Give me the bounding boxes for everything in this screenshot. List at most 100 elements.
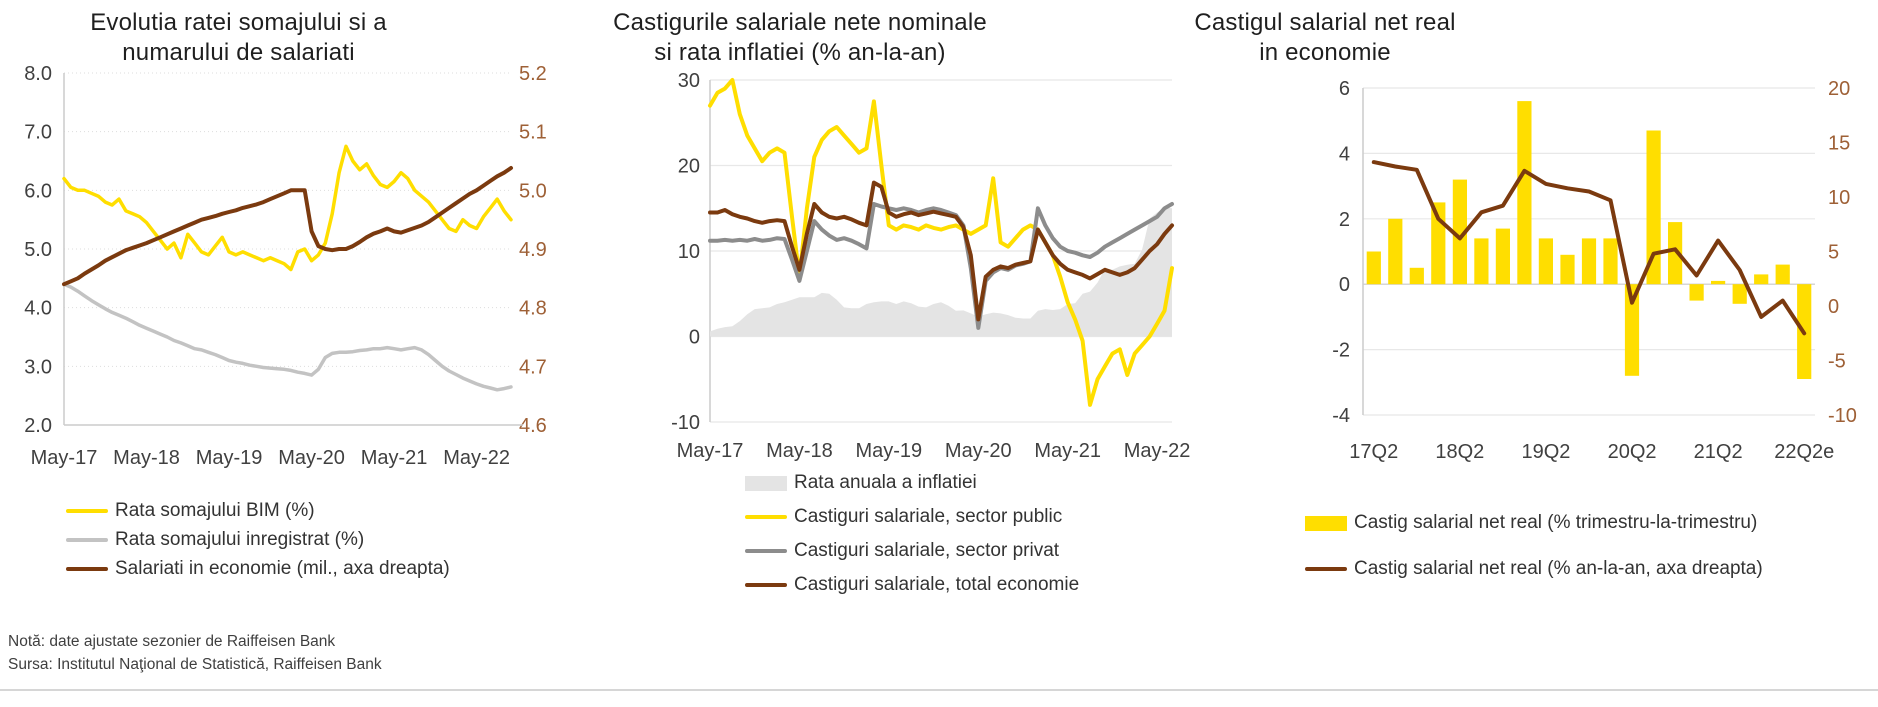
legend-item-inflatie: Rata anuala a inflatiei xyxy=(745,472,1079,494)
svg-text:10: 10 xyxy=(678,241,700,263)
bottom-divider xyxy=(0,689,1878,691)
real-wage-chart-legend: Castig salarial net real (% trimestru-la… xyxy=(1305,512,1763,604)
svg-text:4: 4 xyxy=(1339,143,1350,165)
legend-label: Castiguri salariale, total economie xyxy=(794,574,1080,595)
legend-label: Castiguri salariale, sector privat xyxy=(794,540,1060,561)
chart-title-line-1: Castigurile salariale nete nominale xyxy=(613,9,987,36)
svg-text:May-22: May-22 xyxy=(1124,440,1190,462)
source-line: Sursa: Institutul Naţional de Statistică… xyxy=(8,656,382,673)
svg-text:May-17: May-17 xyxy=(677,440,744,462)
wages-inflation-chart-panel: Castigurile salariale nete nominale si r… xyxy=(600,0,1190,620)
svg-text:5.0: 5.0 xyxy=(24,239,52,261)
svg-text:15: 15 xyxy=(1828,133,1850,155)
gray-line-swatch-icon xyxy=(745,549,787,553)
svg-text:May-21: May-21 xyxy=(1034,440,1101,462)
gray-area-swatch-icon xyxy=(745,475,787,491)
svg-text:8.0: 8.0 xyxy=(24,63,52,85)
legend-label: Castig salarial net real (% an-la-an, ax… xyxy=(1354,558,1763,579)
svg-text:4.6: 4.6 xyxy=(519,415,547,437)
svg-text:4.7: 4.7 xyxy=(519,356,547,378)
svg-text:4.8: 4.8 xyxy=(519,298,547,320)
unemployment-chart-legend: Rata somajului BIM (%) Rata somajului in… xyxy=(66,500,450,587)
chart-title-line-1: Evolutia ratei somajului si a xyxy=(90,9,387,36)
svg-text:7.0: 7.0 xyxy=(24,122,52,144)
unemployment-chart-canvas: 8.0 5.2 7.0 5.1 6.0 5.0 5.0 4.9 4.0 4.8 3.0 4.7 2.0 4… xyxy=(24,63,547,469)
svg-text:-10: -10 xyxy=(1828,405,1857,427)
legend-item-qoq: Castig salarial net real (% trimestru-la… xyxy=(1305,512,1763,534)
svg-text:0: 0 xyxy=(1339,274,1350,296)
yellow-line-swatch-icon xyxy=(745,515,787,519)
svg-text:10: 10 xyxy=(1828,187,1850,209)
svg-text:May-19: May-19 xyxy=(196,447,263,469)
svg-text:May-19: May-19 xyxy=(855,440,922,462)
svg-text:2.0: 2.0 xyxy=(24,415,52,437)
svg-text:5.2: 5.2 xyxy=(519,63,547,85)
wages-inflation-chart-canvas: 30 20 10 0 -10 May-17 May-18 May-19 May-20 May-21… xyxy=(671,70,1190,462)
svg-text:19Q2: 19Q2 xyxy=(1521,441,1570,463)
svg-text:2: 2 xyxy=(1339,209,1350,231)
real-wage-chart-panel: Castigul salarial net real in economie 6… xyxy=(1160,0,1878,620)
svg-text:May-21: May-21 xyxy=(361,447,428,469)
legend-item-yoy: Castig salarial net real (% an-la-an, ax… xyxy=(1305,558,1763,580)
legend-label: Rata somajului inregistrat (%) xyxy=(115,529,365,550)
note-line: Notă: date ajustate sezonier de Raiffeis… xyxy=(8,633,336,650)
svg-text:-5: -5 xyxy=(1828,351,1846,373)
brown-line-swatch-icon xyxy=(1305,567,1347,571)
svg-text:5: 5 xyxy=(1828,242,1839,264)
svg-text:May-20: May-20 xyxy=(945,440,1012,462)
brown-line-swatch-icon xyxy=(66,567,108,571)
svg-text:-10: -10 xyxy=(671,412,700,434)
svg-text:-2: -2 xyxy=(1332,340,1350,362)
svg-text:5.1: 5.1 xyxy=(519,122,547,144)
legend-item-salariati: Salariati in economie (mil., axa dreapta… xyxy=(66,558,450,580)
legend-label: Castig salarial net real (% trimestru-la… xyxy=(1354,512,1758,533)
svg-text:May-20: May-20 xyxy=(278,447,345,469)
svg-text:20Q2: 20Q2 xyxy=(1608,441,1657,463)
chart-title-line-1: Castigul salarial net real xyxy=(1194,9,1456,36)
unemployment-chart-title: Evolutia ratei somajului si a numarului … xyxy=(6,8,471,68)
gray-line-swatch-icon xyxy=(66,538,108,542)
svg-text:May-18: May-18 xyxy=(113,447,180,469)
svg-text:6: 6 xyxy=(1339,78,1350,100)
chart-title-line-2: numarului de salariati xyxy=(122,39,355,66)
legend-item-bim: Rata somajului BIM (%) xyxy=(66,500,450,522)
svg-text:-4: -4 xyxy=(1332,405,1350,427)
legend-label: Salariati in economie (mil., axa dreapta… xyxy=(115,558,450,579)
unemployment-chart-panel: Evolutia ratei somajului si a numarului … xyxy=(6,0,554,620)
legend-item-inregistrat: Rata somajului inregistrat (%) xyxy=(66,529,450,551)
real-wage-chart-title: Castigul salarial net real in economie xyxy=(1160,8,1490,68)
chart-title-line-2: in economie xyxy=(1259,39,1391,66)
svg-text:6.0: 6.0 xyxy=(24,180,52,202)
wages-inflation-chart-title: Castigurile salariale nete nominale si r… xyxy=(600,8,1000,68)
svg-text:21Q2: 21Q2 xyxy=(1694,441,1743,463)
svg-text:3.0: 3.0 xyxy=(24,356,52,378)
svg-text:20: 20 xyxy=(678,156,700,178)
legend-label: Rata anuala a inflatiei xyxy=(794,472,977,493)
yellow-line-swatch-icon xyxy=(66,509,108,513)
svg-text:30: 30 xyxy=(678,70,700,92)
footnotes: Notă: date ajustate sezonier de Raiffeis… xyxy=(8,630,382,676)
svg-text:22Q2e: 22Q2e xyxy=(1774,441,1834,463)
svg-text:4.0: 4.0 xyxy=(24,298,52,320)
svg-text:0: 0 xyxy=(689,327,700,349)
legend-item-public: Castiguri salariale, sector public xyxy=(745,506,1079,528)
svg-text:18Q2: 18Q2 xyxy=(1435,441,1484,463)
svg-text:May-18: May-18 xyxy=(766,440,833,462)
legend-item-total: Castiguri salariale, total economie xyxy=(745,574,1079,596)
svg-text:20: 20 xyxy=(1828,78,1850,100)
svg-text:5.0: 5.0 xyxy=(519,180,547,202)
chart-title-line-2: si rata inflatiei (% an-la-an) xyxy=(654,39,946,66)
legend-label: Castiguri salariale, sector public xyxy=(794,506,1063,527)
svg-text:0: 0 xyxy=(1828,296,1839,318)
svg-text:May-17: May-17 xyxy=(31,447,98,469)
svg-text:17Q2: 17Q2 xyxy=(1349,441,1398,463)
svg-text:May-22: May-22 xyxy=(443,447,510,469)
legend-label: Rata somajului BIM (%) xyxy=(115,500,315,521)
yellow-bar-swatch-icon xyxy=(1305,515,1347,531)
brown-line-swatch-icon xyxy=(745,583,787,587)
wages-inflation-chart-legend: Rata anuala a inflatiei Castiguri salari… xyxy=(745,472,1079,608)
legend-item-privat: Castiguri salariale, sector privat xyxy=(745,540,1079,562)
svg-text:4.9: 4.9 xyxy=(519,239,547,261)
